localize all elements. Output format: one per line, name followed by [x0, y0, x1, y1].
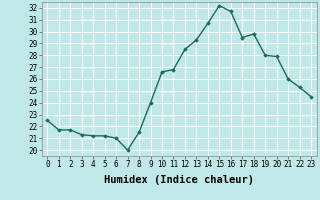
X-axis label: Humidex (Indice chaleur): Humidex (Indice chaleur) [104, 175, 254, 185]
